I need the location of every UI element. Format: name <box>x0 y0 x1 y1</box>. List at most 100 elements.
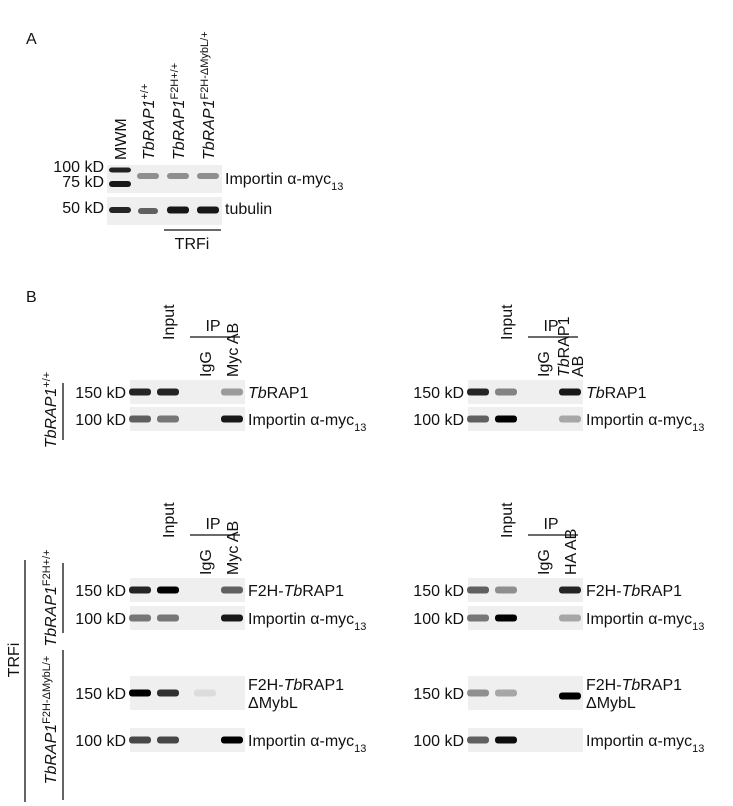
ip-label: IP <box>543 516 558 533</box>
band-label-line: F2H-TbRAP1 <box>248 677 344 694</box>
text-segment: Importin α-myc <box>586 733 692 750</box>
text-segment: 13 <box>692 621 704 633</box>
text-segment: IP <box>205 516 220 533</box>
band-label: TbRAP1 <box>248 385 309 402</box>
lane-label-line: TbRAP1+/+ <box>139 84 158 160</box>
gel-band <box>467 689 489 697</box>
gel-band <box>221 736 243 744</box>
lane-label-line: Myc AB <box>225 521 242 575</box>
lane-label: IgG <box>198 351 215 377</box>
text-segment: IgG <box>536 549 553 575</box>
text-segment: F2H+/+ <box>41 549 53 586</box>
gel-band <box>495 388 517 396</box>
marker-label: 100 kD <box>75 733 126 750</box>
lane-label-line: TbRAP1F2H-ΔMybL/+ <box>199 31 218 160</box>
text-segment: 13 <box>692 743 704 755</box>
gel-band <box>109 207 131 213</box>
text-segment: IP <box>543 516 558 533</box>
lane-label-line: IgG <box>536 549 553 575</box>
band-label: F2H-TbRAP1 <box>586 583 682 600</box>
text-segment: RAP1 <box>605 385 647 402</box>
gel-band <box>197 206 219 214</box>
gel-band <box>157 614 179 622</box>
group-label: TRFi <box>6 643 23 678</box>
lane-label-line: TbRAP1 <box>556 316 573 377</box>
lane-label: TbRAP1+/+ <box>139 84 158 160</box>
text-segment: Importin α-myc <box>248 733 354 750</box>
text-segment: F2H- <box>586 583 622 600</box>
gel-band <box>157 586 179 594</box>
marker-label: 100 kD <box>413 611 464 628</box>
band-label: Importin α-myc13 <box>248 611 366 633</box>
gel-band <box>129 736 151 744</box>
gel-band <box>467 736 489 744</box>
band-label-line: tubulin <box>225 201 272 218</box>
gel-band <box>129 614 151 622</box>
text-segment: RAP1 <box>640 677 682 694</box>
band-label-line: Importin α-myc13 <box>248 412 366 434</box>
text-segment: 13 <box>692 422 704 434</box>
gel-band <box>129 689 151 697</box>
panel-label: A <box>26 31 37 48</box>
marker-label: 150 kD <box>413 583 464 600</box>
text-segment: Input <box>499 304 516 340</box>
lane-label: TbRAP1F2H+/+ <box>169 63 188 160</box>
band-label-line: Importin α-myc13 <box>586 611 704 633</box>
band-label-line: TbRAP1 <box>248 385 309 402</box>
lane-label: Input <box>499 502 516 538</box>
gel-band <box>467 415 489 423</box>
gel-band <box>221 415 243 423</box>
text-segment: ΔMybL <box>586 695 636 712</box>
gel-band <box>559 415 581 423</box>
text-segment: TbRAP1 <box>141 100 158 160</box>
marker-label: 150 kD <box>75 686 126 703</box>
band-label: Importin α-myc13 <box>586 733 704 755</box>
gel-band <box>194 689 216 697</box>
text-segment: TbRAP1 <box>43 586 60 646</box>
band-label-line: ΔMybL <box>586 695 636 712</box>
band-label: Importin α-myc13 <box>586 611 704 633</box>
marker-label: 150 kD <box>413 385 464 402</box>
text-segment: 13 <box>354 621 366 633</box>
lane-label: IgG <box>198 549 215 575</box>
band-label-line: Importin α-myc13 <box>586 412 704 434</box>
marker-label: 150 kD <box>75 583 126 600</box>
gel-band <box>167 206 189 214</box>
panel-label: B <box>26 289 37 306</box>
lane-label-line: Input <box>499 502 516 538</box>
band-label-line: F2H-TbRAP1 <box>248 583 344 600</box>
text-segment: IgG <box>198 549 215 575</box>
text-segment: Tb <box>284 583 303 600</box>
gel-band <box>559 692 581 700</box>
ip-label-line: IP <box>543 318 558 335</box>
text-segment: +/+ <box>139 84 151 100</box>
lane-label: IgG <box>536 351 553 377</box>
text-segment: TbRAP1 <box>43 724 60 784</box>
marker-label: 100 kD <box>53 159 104 176</box>
gel-band <box>495 614 517 622</box>
lane-label-line: IgG <box>536 351 553 377</box>
gel-band <box>129 415 151 423</box>
band-label-line: Importin α-myc13 <box>586 733 704 755</box>
text-segment: 13 <box>354 422 366 434</box>
band-label-line: Importin α-myc13 <box>248 733 366 755</box>
text-segment: RAP1 <box>302 677 344 694</box>
gel-band <box>467 586 489 594</box>
row-label: TbRAP1F2H-ΔMybL/+ <box>41 656 60 785</box>
lane-label: Input <box>161 502 178 538</box>
text-segment: Importin α-myc <box>248 611 354 628</box>
text-segment: IgG <box>198 351 215 377</box>
gel-band <box>129 388 151 396</box>
gel-band <box>221 586 243 594</box>
text-segment: Importin α-myc <box>586 611 692 628</box>
gel-band <box>157 388 179 396</box>
lane-label-line: Input <box>499 304 516 340</box>
text-segment: Tb <box>556 358 573 377</box>
text-segment: RAP1 <box>302 583 344 600</box>
text-segment: Importin α-myc <box>225 171 331 188</box>
gel-band <box>138 208 158 214</box>
gel-band <box>495 415 517 423</box>
gel-band <box>559 614 581 622</box>
